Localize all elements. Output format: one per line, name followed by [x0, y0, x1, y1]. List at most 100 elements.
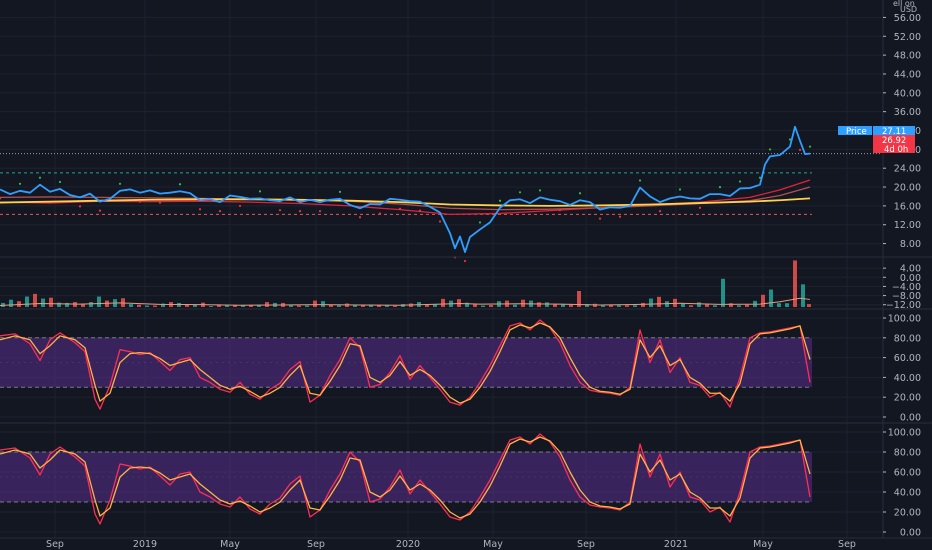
- sequence-marker: [438, 220, 442, 223]
- volume-bar: [721, 278, 725, 307]
- sequence-marker: [463, 259, 467, 263]
- volume-bar: [337, 305, 341, 307]
- price-panel[interactable]: [0, 125, 812, 263]
- volume-bar: [33, 293, 37, 307]
- volume-bar: [41, 298, 45, 307]
- sequence-marker: [538, 189, 542, 192]
- y-tick-label: 60.00: [894, 353, 921, 364]
- sequence-marker: [18, 182, 22, 185]
- sequence-marker: [658, 210, 662, 213]
- sequence-marker: [788, 138, 792, 141]
- d-line: [0, 436, 811, 519]
- stochastic-panel-2[interactable]: [0, 433, 812, 525]
- volume-bar: [681, 303, 685, 307]
- x-tick-label: May: [753, 539, 773, 550]
- sequence-marker: [118, 182, 122, 185]
- sequence-marker: [618, 215, 622, 218]
- volume-bar: [649, 298, 653, 307]
- volume-bar: [81, 303, 85, 307]
- countdown-badge-bg: [873, 135, 915, 153]
- volume-bar: [65, 302, 69, 307]
- volume-bar: [807, 304, 811, 307]
- x-tick-label: 2020: [396, 539, 420, 550]
- sequence-marker: [808, 145, 812, 148]
- x-tick-label: Sep: [46, 539, 64, 550]
- y-tick-label: 100.00: [888, 314, 921, 325]
- volume-bar: [161, 303, 165, 307]
- volume-bar: [241, 305, 245, 307]
- y-tick-label: 44.00: [894, 69, 921, 80]
- x-tick-label: 2019: [133, 539, 157, 550]
- volume-bar: [329, 304, 333, 307]
- x-tick-label: 2021: [664, 539, 688, 550]
- volume-bar: [545, 302, 549, 307]
- y-tick-label: 0.00: [900, 273, 921, 284]
- volume-bar: [257, 305, 261, 307]
- sequence-marker: [718, 186, 722, 189]
- volume-bar: [441, 298, 445, 307]
- sequence-marker: [638, 179, 642, 182]
- volume-bar: [321, 301, 325, 307]
- y-tick-label: 20.00: [894, 393, 921, 404]
- volume-bar: [737, 305, 741, 307]
- sequence-marker: [318, 210, 322, 213]
- y-tick-label: 48.00: [894, 51, 921, 62]
- y-tick-label: −12.00: [886, 300, 921, 311]
- volume-bar: [705, 304, 709, 307]
- volume-bar: [353, 304, 357, 307]
- y-tick-label: 20.00: [894, 508, 921, 519]
- y-tick-label: 12.00: [894, 220, 921, 231]
- volume-bar: [129, 304, 133, 307]
- volume-bar: [641, 302, 645, 307]
- volume-bar: [625, 305, 629, 307]
- currency-label: USD: [900, 5, 917, 14]
- sequence-marker: [158, 201, 162, 204]
- volume-bar: [185, 304, 189, 307]
- volume-bar: [785, 303, 789, 307]
- sequence-marker: [598, 217, 602, 220]
- y-tick-label: 0.00: [900, 528, 921, 539]
- volume-bar: [73, 302, 77, 307]
- volume-panel[interactable]: [0, 260, 811, 307]
- volume-bar: [729, 303, 733, 307]
- sequence-marker: [218, 210, 222, 213]
- price-scale[interactable]: 56.0052.0048.0044.0040.0036.0032.0028.00…: [883, 13, 921, 539]
- volume-bar: [593, 303, 597, 307]
- volume-bar: [657, 296, 661, 307]
- y-tick-label: −8.00: [892, 291, 921, 302]
- y-tick-label: 40.00: [894, 88, 921, 99]
- sequence-marker: [418, 209, 422, 212]
- volume-bar: [361, 304, 365, 307]
- sequence-marker: [78, 205, 82, 208]
- volume-bar: [249, 305, 253, 307]
- y-tick-label: 40.00: [894, 373, 921, 384]
- volume-bar: [145, 305, 149, 307]
- volume-bar: [89, 302, 93, 307]
- volume-bar: [377, 304, 381, 307]
- sequence-marker: [98, 209, 102, 212]
- sequence-marker: [798, 148, 802, 151]
- volume-bar: [489, 304, 493, 307]
- volume-bar: [793, 260, 797, 307]
- volume-bar: [801, 284, 805, 307]
- volume-bar: [713, 305, 717, 307]
- volume-bar: [433, 304, 437, 307]
- k-line: [0, 319, 811, 410]
- volume-bar: [473, 304, 477, 307]
- volume-bar: [697, 302, 701, 307]
- y-tick-label: 56.00: [894, 13, 921, 24]
- sequence-marker: [738, 180, 742, 183]
- time-scale[interactable]: Sep 2019 May Sep 2020 May Sep 2021 May Sep: [46, 539, 856, 550]
- y-tick-label: 40.00: [894, 488, 921, 499]
- sequence-marker: [518, 191, 522, 194]
- volume-bar: [553, 304, 557, 307]
- y-tick-label: 100.00: [888, 428, 921, 439]
- volume-ma-line: [0, 297, 811, 307]
- y-tick-label: 36.00: [894, 107, 921, 118]
- volume-bar: [297, 305, 301, 307]
- price-badge-name-bg: [838, 126, 872, 135]
- stochastic-panel-1[interactable]: [0, 319, 812, 410]
- sequence-marker: [178, 183, 182, 186]
